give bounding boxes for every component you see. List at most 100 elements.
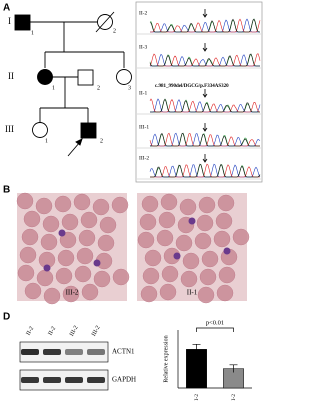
- red-cell: [62, 285, 80, 303]
- generation-label: III: [5, 124, 14, 134]
- red-cell: [180, 270, 198, 288]
- individual-label: 1: [31, 30, 34, 36]
- trace: [150, 98, 260, 113]
- blood-smear: III-2 II-1: [16, 192, 250, 305]
- platelet: [188, 217, 196, 225]
- red-cell: [198, 196, 216, 214]
- red-cell: [80, 211, 98, 229]
- red-cell: [213, 230, 231, 248]
- red-cell: [179, 198, 197, 216]
- individual-label: 3: [128, 85, 131, 91]
- panel-letter: A: [3, 3, 10, 14]
- red-cell: [40, 233, 58, 251]
- red-cell: [137, 231, 155, 249]
- red-cell: [159, 283, 177, 301]
- band: [65, 377, 83, 383]
- annotation: p<0.01: [206, 319, 224, 326]
- red-cell: [42, 215, 60, 233]
- track-label: III-1: [139, 124, 149, 130]
- red-cell: [36, 269, 54, 287]
- sequencing: II-2 II-3 II-1 III-1 III-2 c.981_990del/DGCG/…: [137, 9, 261, 180]
- red-cell: [111, 196, 129, 214]
- red-cell: [216, 284, 234, 302]
- lane-label: II-2: [25, 326, 35, 337]
- arrow: [202, 43, 208, 52]
- band: [21, 377, 39, 383]
- protein-label: GAPDH: [112, 376, 136, 384]
- red-cell: [218, 266, 236, 284]
- blot-frame: [19, 341, 109, 363]
- trace: [150, 133, 260, 147]
- significance-bracket: [196, 327, 234, 332]
- red-cell: [17, 264, 35, 282]
- trace: [149, 18, 260, 33]
- red-cell: [161, 265, 179, 283]
- trace: [149, 53, 260, 67]
- trace: [150, 163, 261, 178]
- red-cell: [175, 234, 193, 252]
- red-cell: [140, 285, 158, 303]
- platelet: [43, 264, 51, 272]
- red-cell: [99, 216, 117, 234]
- protein-label: ACTN1: [112, 348, 135, 356]
- red-cell: [201, 250, 219, 268]
- red-cell: [16, 192, 34, 210]
- red-cell: [73, 193, 91, 211]
- red-cell: [156, 229, 174, 247]
- red-cell: [139, 213, 157, 231]
- individual-label: 2: [113, 28, 116, 34]
- red-cell: [24, 282, 42, 300]
- red-cell: [19, 246, 37, 264]
- individual-label: 2: [97, 85, 100, 91]
- error-bar: [229, 364, 238, 373]
- generation-label: I: [8, 16, 11, 26]
- red-cell: [59, 231, 77, 249]
- lane-label: III-2: [91, 325, 102, 338]
- band: [87, 377, 105, 383]
- red-cell: [215, 212, 233, 230]
- platelet: [223, 247, 231, 255]
- x-tick-label: III-2: [231, 394, 237, 401]
- individual-label: 2: [100, 138, 103, 144]
- smear-label: II-1: [187, 289, 198, 297]
- track-label: III-2: [139, 155, 149, 161]
- red-cell: [43, 287, 61, 305]
- red-cell: [81, 283, 99, 301]
- red-cell: [158, 211, 176, 229]
- bar: [186, 349, 207, 389]
- red-cell: [199, 268, 217, 286]
- band: [65, 349, 83, 355]
- red-cell: [76, 247, 94, 265]
- red-cell: [23, 210, 41, 228]
- generation-label: II: [8, 71, 14, 81]
- blot-frame: [19, 369, 109, 391]
- individual-label: 1: [52, 85, 55, 91]
- red-cell: [142, 267, 160, 285]
- western-blot: II-2 II-2 III-2 III-2 ACTN1 GAPDH: [19, 325, 136, 391]
- individual-label: 1: [45, 138, 48, 144]
- red-cell: [194, 232, 212, 250]
- band: [87, 349, 105, 355]
- trace: [149, 132, 260, 147]
- red-cell: [55, 267, 73, 285]
- red-cell: [197, 286, 215, 304]
- red-cell: [141, 195, 159, 213]
- red-cell: [97, 234, 115, 252]
- panel-letter: B: [3, 185, 10, 196]
- track-label: II-1: [139, 90, 147, 96]
- trace: [150, 163, 260, 178]
- red-cell: [74, 265, 92, 283]
- red-cell: [112, 268, 130, 286]
- red-cell: [78, 229, 96, 247]
- red-cell: [160, 193, 178, 211]
- arrow: [202, 123, 208, 132]
- red-cell: [35, 197, 53, 215]
- red-cell: [54, 195, 72, 213]
- arrow: [202, 89, 208, 98]
- arrow: [202, 9, 208, 18]
- red-cell: [144, 249, 162, 267]
- arrow: [202, 154, 208, 163]
- red-cell: [57, 249, 75, 267]
- red-cell: [217, 194, 235, 212]
